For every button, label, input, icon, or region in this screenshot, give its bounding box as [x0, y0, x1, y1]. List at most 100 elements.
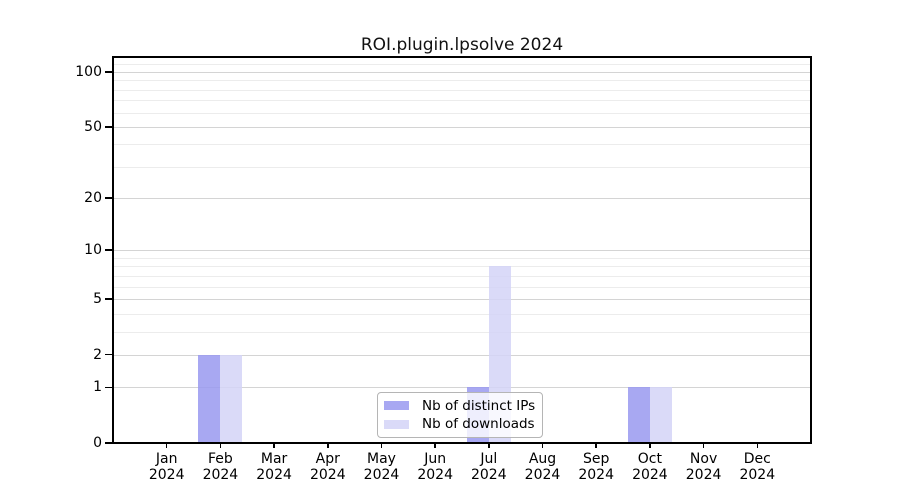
x-tick-label: Mar 2024 [238, 451, 310, 483]
y-axis-tick [105, 71, 112, 73]
bar-nb-of-downloads-oct [649, 387, 672, 443]
x-tick-label-month: Jan [155, 451, 178, 467]
x-tick-label-year: 2024 [202, 467, 239, 483]
minor-gridline [113, 257, 811, 259]
x-tick-label: Apr 2024 [292, 451, 364, 483]
x-tick-label: Jun 2024 [399, 451, 471, 483]
chart-title: ROI.plugin.lpsolve 2024 [360, 35, 564, 55]
x-tick-label: Dec 2024 [721, 451, 793, 483]
major-gridline [113, 250, 811, 252]
minor-gridline [113, 80, 811, 82]
minor-gridline [113, 166, 811, 168]
x-tick-label: Jul 2024 [453, 451, 525, 483]
minor-gridline [113, 112, 811, 114]
x-axis-tick [273, 443, 275, 448]
x-tick-label-month: Oct [637, 451, 662, 467]
x-axis-tick [488, 443, 490, 448]
bar-nb-of-distinct-ips-oct [627, 387, 650, 443]
minor-gridline [113, 144, 811, 146]
y-axis-tick [105, 298, 112, 300]
x-tick-label-year: 2024 [417, 467, 453, 483]
x-axis-tick [595, 443, 597, 448]
x-axis-tick [327, 443, 329, 448]
x-axis-tick [702, 443, 705, 448]
x-axis-tick [165, 443, 168, 448]
major-gridline [113, 198, 811, 200]
x-tick-label: Nov 2024 [668, 451, 740, 483]
x-tick-label: Aug 2024 [507, 451, 579, 483]
major-gridline [113, 71, 811, 73]
bar-nb-of-distinct-ips-feb [198, 354, 221, 443]
x-tick-label-month: Sep [582, 451, 610, 467]
major-gridline [113, 126, 811, 128]
x-tick-label-year: 2024 [256, 467, 292, 483]
x-axis-tick [219, 443, 222, 448]
bar-nb-of-downloads-feb [220, 354, 243, 443]
x-tick-label: Feb 2024 [184, 451, 256, 483]
y-axis-tick [105, 353, 112, 356]
x-tick-label-year: 2024 [148, 467, 185, 483]
x-tick-label-month: Jul [480, 451, 498, 467]
x-tick-label-year: 2024 [739, 467, 776, 483]
x-tick-label-year: 2024 [470, 467, 507, 483]
minor-gridline [113, 64, 811, 66]
minor-gridline [113, 89, 811, 91]
y-tick-label: 50 [84, 118, 102, 135]
major-gridline [113, 387, 811, 389]
x-tick-label-year: 2024 [632, 467, 668, 483]
legend-label: Nb of distinct IPs [422, 397, 536, 414]
y-tick-label: 2 [93, 346, 102, 363]
x-tick-label-month: Mar [260, 451, 288, 467]
x-tick-label-month: Feb [207, 451, 233, 467]
x-tick-label-year: 2024 [685, 467, 722, 483]
x-tick-label-month: Jun [424, 451, 447, 467]
x-tick-label-month: Aug [528, 451, 557, 467]
legend: Nb of distinct IPs Nb of downloads [377, 392, 543, 438]
minor-gridline [113, 266, 811, 268]
x-tick-label: Sep 2024 [560, 451, 632, 483]
x-tick-label: Oct 2024 [614, 451, 686, 483]
x-tick-label: May 2024 [346, 451, 418, 483]
x-tick-label-year: 2024 [524, 467, 561, 483]
y-axis-tick [105, 126, 112, 128]
x-axis-tick [756, 443, 759, 448]
x-tick-label-month: Dec [743, 451, 771, 467]
minor-gridline [113, 331, 811, 333]
x-tick-label-month: Nov [689, 451, 718, 467]
x-tick-label-month: May [367, 451, 396, 467]
y-axis-tick [105, 442, 112, 444]
x-tick-label-year: 2024 [309, 467, 346, 483]
legend-label: Nb of downloads [422, 416, 535, 433]
minor-gridline [113, 275, 811, 277]
minor-gridline [113, 313, 811, 315]
legend-swatch [384, 419, 409, 429]
y-tick-label: 5 [93, 290, 102, 307]
y-axis-tick [105, 197, 112, 199]
y-tick-label: 0 [93, 435, 102, 451]
y-tick-label: 100 [75, 63, 102, 80]
minor-gridline [113, 100, 811, 102]
x-tick-label: Jan 2024 [131, 451, 203, 483]
x-tick-label-year: 2024 [578, 467, 614, 483]
legend-entry-0: Nb of distinct IPs [384, 398, 536, 414]
x-tick-label-year: 2024 [363, 467, 400, 483]
y-tick-label: 10 [84, 242, 102, 259]
minor-gridline [113, 286, 811, 288]
x-axis-tick [541, 443, 544, 448]
x-axis-tick [434, 443, 436, 448]
x-tick-label-month: Apr [315, 451, 340, 467]
y-axis-tick [105, 249, 112, 251]
y-tick-label: 1 [93, 379, 102, 396]
x-axis-tick [380, 443, 383, 448]
x-axis-tick [649, 443, 651, 448]
major-gridline [113, 354, 811, 356]
major-gridline [113, 298, 811, 300]
legend-swatch [384, 401, 409, 411]
y-axis-tick [105, 386, 112, 389]
legend-entry-1: Nb of downloads [384, 416, 536, 432]
y-tick-label: 20 [84, 190, 102, 207]
